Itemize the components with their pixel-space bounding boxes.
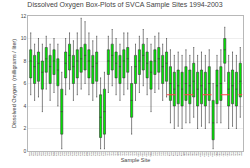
svg-text:4: 4 bbox=[24, 103, 27, 109]
svg-text:Cal-11995: Cal-11995 bbox=[111, 152, 114, 156]
svg-text:Oak-11995: Oak-11995 bbox=[219, 152, 222, 156]
svg-text:Dan-21995: Dan-21995 bbox=[150, 152, 153, 156]
svg-text:Bla-21995: Bla-21995 bbox=[56, 152, 59, 156]
svg-text:Bla-31994: Bla-31994 bbox=[60, 152, 63, 156]
svg-text:Dan-11995: Dan-11995 bbox=[142, 152, 145, 156]
svg-text:Her-11994: Her-11994 bbox=[168, 152, 172, 156]
svg-text:Bla-41994: Bla-41994 bbox=[68, 152, 71, 156]
svg-text:Cal-11994: Cal-11994 bbox=[107, 152, 110, 156]
svg-text:Mud-11995: Mud-11995 bbox=[204, 152, 207, 156]
svg-text:Oak-21995: Oak-21995 bbox=[227, 152, 230, 156]
svg-text:2: 2 bbox=[24, 125, 27, 131]
svg-text:Mud-21995: Mud-21995 bbox=[212, 152, 215, 156]
svg-text:Lak-21994: Lak-21994 bbox=[192, 152, 195, 156]
svg-text:8: 8 bbox=[24, 58, 27, 64]
svg-text:Lak-21995: Lak-21995 bbox=[196, 152, 199, 156]
svg-text:Mud-11994: Mud-11994 bbox=[200, 152, 203, 156]
svg-text:Fla-21995: Fla-21995 bbox=[165, 152, 168, 156]
svg-text:Bla-51997: Bla-51997 bbox=[87, 152, 90, 156]
svg-text:Her-21994: Her-21994 bbox=[176, 152, 180, 156]
svg-text:Ber-21994: Ber-21994 bbox=[36, 152, 40, 156]
svg-text:Bla-41995: Bla-41995 bbox=[72, 152, 75, 156]
svg-text:Her-11995: Her-11995 bbox=[172, 152, 176, 156]
svg-text:Bla-61994: Bla-61994 bbox=[99, 152, 102, 156]
svg-text:Ber-11994: Ber-11994 bbox=[28, 152, 32, 156]
svg-text:Dan-11994: Dan-11994 bbox=[138, 152, 141, 156]
svg-text:Oak-11994: Oak-11994 bbox=[216, 152, 219, 156]
svg-text:Cal-21995: Cal-21995 bbox=[118, 152, 121, 156]
svg-text:Dissolved Oxygen (milligrams: Dissolved Oxygen (milligrams / liter) bbox=[11, 39, 17, 128]
svg-text:Bla-51995: Bla-51995 bbox=[80, 152, 83, 156]
svg-text:Bla-51994: Bla-51994 bbox=[76, 152, 79, 156]
svg-text:Bla-21994: Bla-21994 bbox=[53, 152, 56, 156]
svg-text:Fla-11995: Fla-11995 bbox=[157, 152, 160, 156]
svg-text:Ber-11995: Ber-11995 bbox=[32, 152, 36, 156]
svg-text:Mud-21994: Mud-21994 bbox=[208, 152, 211, 156]
svg-text:Bla-11995: Bla-11995 bbox=[49, 152, 52, 156]
svg-text:12: 12 bbox=[21, 13, 27, 19]
svg-text:Bla-51999: Bla-51999 bbox=[95, 152, 98, 156]
svg-text:Dan-21994: Dan-21994 bbox=[146, 152, 149, 156]
svg-text:10: 10 bbox=[21, 35, 27, 41]
svg-text:Bla-51998: Bla-51998 bbox=[91, 152, 94, 156]
svg-text:Dissolved Oxygen Box-Plots of: Dissolved Oxygen Box-Plots of SVCA Sampl… bbox=[27, 1, 222, 9]
svg-text:Ber-21995: Ber-21995 bbox=[40, 152, 44, 156]
svg-text:Bla-31995: Bla-31995 bbox=[64, 152, 67, 156]
svg-text:Cal-41994: Cal-41994 bbox=[130, 152, 133, 156]
svg-text:Cal-31994: Cal-31994 bbox=[122, 152, 125, 156]
svg-text:Her-21995: Her-21995 bbox=[180, 152, 184, 156]
svg-text:Wil-11994: Wil-11994 bbox=[239, 152, 242, 156]
svg-text:Fla-21994: Fla-21994 bbox=[161, 152, 164, 156]
svg-text:Cal-21994: Cal-21994 bbox=[115, 152, 118, 156]
svg-text:Bla-61995: Bla-61995 bbox=[103, 152, 106, 156]
svg-text:Bla-11994: Bla-11994 bbox=[45, 152, 48, 156]
svg-text:Cal-31995: Cal-31995 bbox=[126, 152, 129, 156]
svg-text:Fla-11994: Fla-11994 bbox=[153, 152, 156, 156]
svg-text:Sal-11994: Sal-11994 bbox=[231, 152, 234, 156]
svg-text:Bla-51996: Bla-51996 bbox=[84, 152, 87, 156]
svg-text:Sal-11995: Sal-11995 bbox=[235, 152, 238, 156]
svg-text:0: 0 bbox=[24, 148, 27, 154]
svg-text:Lak-11994: Lak-11994 bbox=[184, 152, 187, 156]
svg-text:Cal-41995: Cal-41995 bbox=[134, 152, 137, 156]
svg-text:Lak-11995: Lak-11995 bbox=[188, 152, 191, 156]
svg-text:6: 6 bbox=[24, 80, 27, 86]
svg-text:Oak-21994: Oak-21994 bbox=[223, 152, 226, 156]
svg-text:Sample Site: Sample Site bbox=[121, 157, 151, 163]
